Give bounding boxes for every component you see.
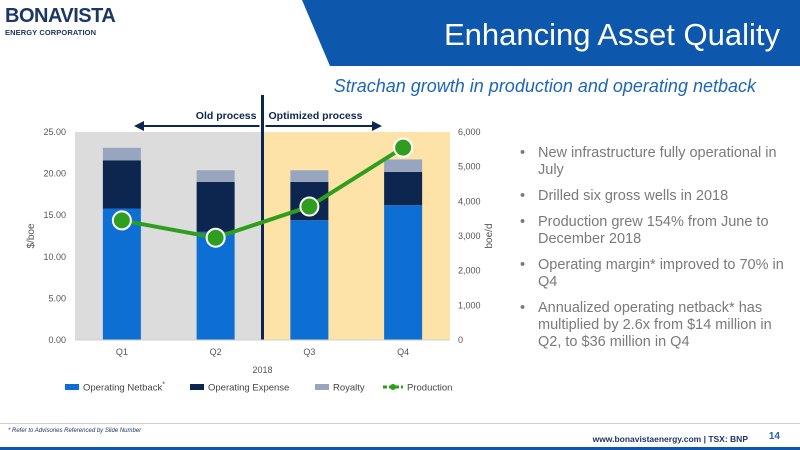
y-tick-label: 5.00 xyxy=(48,293,66,303)
legend-label: Royalty xyxy=(333,383,365,394)
production-netback-chart: Old process Optimized process 0.00 5.00 10.… xyxy=(26,95,495,394)
y-tick-label: 25.00 xyxy=(43,127,66,137)
y-right-tick-label: 4,000 xyxy=(458,196,481,206)
x-tick-label: Q4 xyxy=(397,347,409,357)
bar-segment xyxy=(384,205,423,340)
bar-segment xyxy=(290,220,329,340)
old-process-label: Old process xyxy=(196,110,257,122)
bullet-dot: • xyxy=(520,145,526,161)
bullet-text: New infrastructure fully operational in … xyxy=(538,145,777,178)
chart-axes: 0.00 5.00 10.00 15.00 20.00 25.00 0 1,000 2,000 3… xyxy=(26,127,495,375)
footer-bar xyxy=(0,447,800,450)
y-right-tick-label: 5,000 xyxy=(458,162,481,172)
y-tick-label: 20.00 xyxy=(43,169,66,179)
bar-segment xyxy=(384,171,423,206)
optimized-process-label: Optimized process xyxy=(269,110,363,122)
legend-label: Operating Expense xyxy=(208,383,289,394)
bullet-item: • New infrastructure fully operational in… xyxy=(520,145,785,179)
bar-segment xyxy=(102,208,141,340)
bar-segment xyxy=(290,170,329,182)
chart-legend: Operating Netback* Operating Expense Royal… xyxy=(65,382,452,394)
legend-label: Production xyxy=(407,383,452,394)
footer-url: www.bonavistaenergy.com | TSX: BNP xyxy=(592,434,748,444)
y-right-axis-label: boe/d xyxy=(484,223,495,248)
slide-subtitle: Strachan growth in production and operat… xyxy=(333,76,756,96)
legend-label: Operating Netback* xyxy=(83,382,165,394)
bar-segment xyxy=(102,160,141,209)
title-banner: Enhancing Asset Quality xyxy=(302,0,800,66)
bullet-list: • New infrastructure fully operational in… xyxy=(520,145,785,360)
production-point xyxy=(299,196,320,217)
bullet-item: • Drilled six gross wells in 2018 xyxy=(520,188,785,205)
y-right-tick-label: 2,000 xyxy=(458,266,481,276)
production-point xyxy=(205,227,226,248)
bar-segment xyxy=(384,159,423,172)
bullet-item: • Operating margin* improved to 70% in Q4 xyxy=(520,257,785,291)
arrow-left-head xyxy=(134,121,144,131)
bullet-text: Drilled six gross wells in 2018 xyxy=(538,188,729,204)
y-axis-label: $/boe xyxy=(26,223,37,248)
bullet-dot: • xyxy=(520,257,526,273)
y-tick-label: 15.00 xyxy=(43,210,66,220)
logo-name: BONAVISTA xyxy=(5,5,116,27)
legend-footnote-marker: * xyxy=(162,382,165,389)
x-tick-label: Q2 xyxy=(210,347,222,357)
y-right-tick-label: 1,000 xyxy=(458,300,481,310)
bar-segment xyxy=(196,231,235,340)
y-right-tick-label: 3,000 xyxy=(458,231,481,241)
bullet-dot: • xyxy=(520,300,526,316)
bullet-text: Operating margin* improved to 70% in Q4 xyxy=(538,257,784,290)
production-line-path xyxy=(121,145,405,240)
page-number: 14 xyxy=(768,431,780,442)
legend-swatch xyxy=(315,384,329,390)
logo-subtitle: ENERGY CORPORATION xyxy=(5,28,97,37)
slide-title: Enhancing Asset Quality xyxy=(443,17,780,52)
production-point xyxy=(393,137,414,158)
y-right-tick-label: 6,000 xyxy=(458,127,481,137)
y-tick-label: 10.00 xyxy=(43,252,66,262)
y-right-tick-label: 0 xyxy=(458,335,463,345)
legend-swatch-dot xyxy=(390,384,396,390)
footnote: * Refer to Advisories Referenced by Slid… xyxy=(8,428,142,434)
bullet-dot: • xyxy=(520,214,526,230)
company-logo: BONAVISTA ENERGY CORPORATION xyxy=(5,5,116,37)
bar-segment xyxy=(196,181,235,232)
x-tick-label: Q1 xyxy=(116,347,128,357)
bullet-text: Annualized operating netback* has multip… xyxy=(538,300,772,350)
bullet-item: • Production grew 154% from June to Decem… xyxy=(520,214,785,248)
stacked-bars xyxy=(102,147,423,340)
legend-swatch xyxy=(65,384,79,390)
footer-divider xyxy=(0,423,800,424)
bullet-item: • Annualized operating netback* has multi… xyxy=(520,300,785,351)
x-tick-label: Q3 xyxy=(303,347,315,357)
production-point xyxy=(111,210,132,231)
bar-segment xyxy=(102,147,141,161)
bullet-text: Production grew 154% from June to Decemb… xyxy=(538,214,769,247)
process-arrows: Old process Optimized process xyxy=(134,110,382,131)
arrow-right-head xyxy=(372,121,382,131)
legend-swatch xyxy=(190,384,204,390)
y-tick-label: 0.00 xyxy=(48,335,66,345)
production-line xyxy=(111,137,414,248)
bullet-dot: • xyxy=(520,188,526,204)
bar-segment xyxy=(196,170,235,182)
x-axis-label: 2018 xyxy=(252,365,272,375)
